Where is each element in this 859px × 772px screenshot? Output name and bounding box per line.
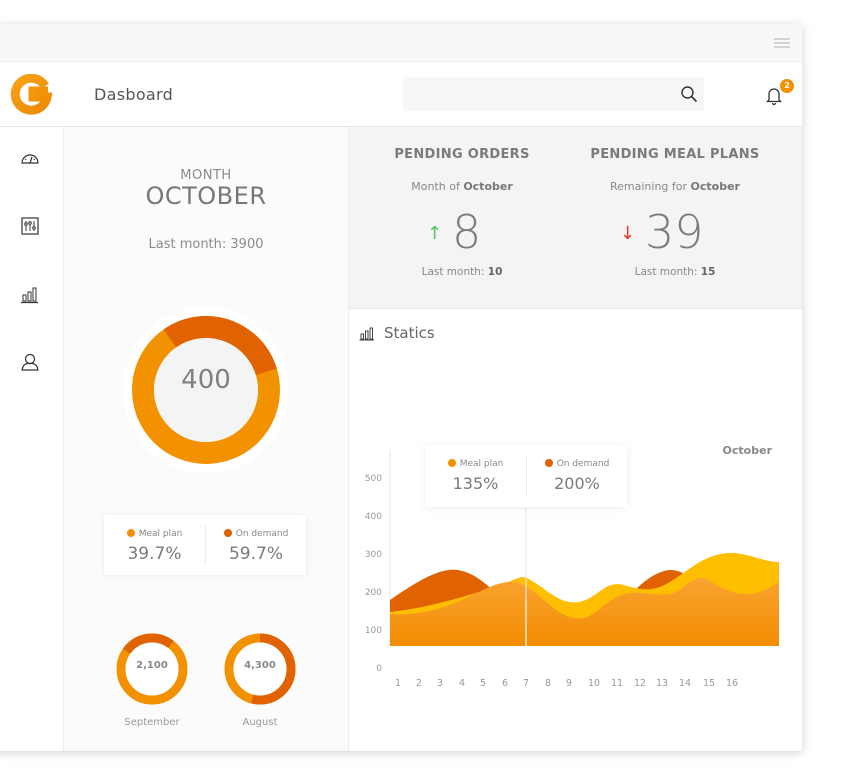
august-label: August xyxy=(242,717,278,728)
chart-month-label: October xyxy=(722,444,772,457)
chart-title: Statics xyxy=(384,324,435,342)
statics-chart-panel: Statics 500 400 300 200 100 0 1 2 xyxy=(349,310,802,751)
stat-value: 39 xyxy=(645,205,704,259)
month-name: OCTOBER xyxy=(145,182,267,210)
donut-total: 400 xyxy=(181,365,231,395)
arrow-down-icon: ↓ xyxy=(620,223,636,244)
tooltip-value: 200% xyxy=(554,474,600,493)
window-titlebar xyxy=(0,24,802,62)
meal-plan-dot-icon xyxy=(126,529,135,537)
tooltip-value: 135% xyxy=(452,474,499,493)
top-bar: Dasboard 2 xyxy=(0,62,802,127)
app-window: Dasboard 2 xyxy=(0,24,802,751)
x-tick: 11 xyxy=(610,678,624,689)
stat-subtitle: Remaining for October xyxy=(610,180,740,193)
september-label: September xyxy=(124,717,180,728)
page-title: Dasboard xyxy=(94,85,174,104)
legend-meal-plan: Meal plan 39.7% xyxy=(104,525,205,565)
tooltip-label: On demand xyxy=(556,459,610,469)
y-tick: 100 xyxy=(364,626,382,636)
september-donut-chart[interactable] xyxy=(115,632,189,706)
speedometer-icon[interactable] xyxy=(20,149,40,169)
x-tick: 2 xyxy=(415,678,423,689)
x-tick: 15 xyxy=(702,678,716,689)
arrow-up-icon: ↑ xyxy=(427,223,443,244)
x-tick: 1 xyxy=(394,678,402,689)
y-tick: 200 xyxy=(364,588,382,598)
month-label: MONTH xyxy=(180,168,232,183)
chart-tooltip: Meal plan 135% On demand 200% xyxy=(425,445,627,507)
x-tick: 16 xyxy=(725,678,739,689)
user-icon[interactable] xyxy=(20,352,40,372)
x-tick: 7 xyxy=(522,678,530,689)
x-tick: 3 xyxy=(436,678,444,689)
pending-meal-plans-card: PENDING MEAL PLANS Remaining for October… xyxy=(562,127,788,309)
x-tick: 13 xyxy=(655,678,669,689)
y-tick: 0 xyxy=(376,664,382,674)
pending-stats-panel: PENDING ORDERS Month of October ↑ 8 Last… xyxy=(349,127,802,309)
x-tick: 8 xyxy=(544,678,552,689)
stat-value: 8 xyxy=(452,205,482,259)
stat-last-month: Last month: 10 xyxy=(421,266,503,278)
legend-on-demand: On demand 59.7% xyxy=(205,525,306,565)
sidebar xyxy=(0,127,64,751)
statics-area-chart[interactable] xyxy=(349,310,802,751)
x-tick: 6 xyxy=(501,678,509,689)
pending-orders-card: PENDING ORDERS Month of October ↑ 8 Last… xyxy=(349,127,575,309)
x-tick: 4 xyxy=(458,678,466,689)
y-tick: 500 xyxy=(364,474,382,484)
y-tick: 400 xyxy=(364,512,382,522)
notification-badge[interactable]: 2 xyxy=(780,79,794,93)
legend-value: 59.7% xyxy=(228,544,283,564)
stat-subtitle: Month of October xyxy=(411,180,513,193)
on-demand-dot-icon xyxy=(223,529,232,537)
stat-title: PENDING MEAL PLANS xyxy=(590,147,760,162)
search-input[interactable] xyxy=(403,77,704,111)
search-icon[interactable] xyxy=(680,85,698,103)
on-demand-dot-icon xyxy=(544,459,553,467)
logo-icon[interactable] xyxy=(10,74,52,116)
tooltip-label: Meal plan xyxy=(459,459,504,469)
x-tick: 10 xyxy=(587,678,601,689)
x-tick: 12 xyxy=(633,678,647,689)
sliders-icon[interactable] xyxy=(20,216,40,236)
last-month-text: Last month: 3900 xyxy=(148,237,264,252)
y-tick: 300 xyxy=(364,550,382,560)
orders-donut-chart xyxy=(123,307,289,473)
monthly-summary-panel: MONTH OCTOBER Last month: 3900 400 Meal … xyxy=(64,127,349,751)
legend-label: On demand xyxy=(235,529,289,539)
legend-label: Meal plan xyxy=(138,529,183,539)
bell-icon[interactable] xyxy=(765,86,783,106)
bar-chart-icon[interactable] xyxy=(20,284,40,304)
august-value: 4,300 xyxy=(244,660,276,671)
meal-plan-dot-icon xyxy=(447,459,456,467)
legend-value: 39.7% xyxy=(127,544,182,564)
x-tick: 14 xyxy=(678,678,692,689)
tooltip-on-demand: On demand 200% xyxy=(526,455,627,497)
hamburger-menu-icon[interactable] xyxy=(774,38,790,49)
september-value: 2,100 xyxy=(136,660,168,671)
x-tick: 5 xyxy=(479,678,487,689)
x-tick: 9 xyxy=(565,678,573,689)
order-breakdown-legend: Meal plan 39.7% On demand 59.7% xyxy=(104,515,306,575)
stat-last-month: Last month: 15 xyxy=(634,266,716,278)
bar-chart-icon xyxy=(359,327,374,341)
stat-title: PENDING ORDERS xyxy=(394,147,530,162)
august-donut-chart[interactable] xyxy=(223,632,297,706)
tooltip-meal-plan: Meal plan 135% xyxy=(425,455,526,497)
